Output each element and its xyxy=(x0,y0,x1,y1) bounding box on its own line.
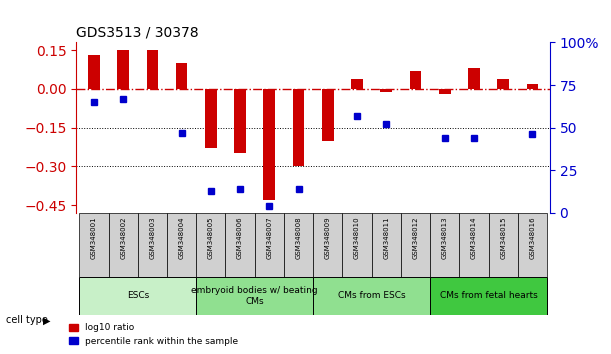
Text: CMs from ESCs: CMs from ESCs xyxy=(338,291,406,301)
FancyBboxPatch shape xyxy=(313,277,430,315)
Bar xyxy=(88,55,100,89)
Text: GSM348009: GSM348009 xyxy=(325,216,331,259)
Text: GSM348001: GSM348001 xyxy=(91,216,97,259)
FancyBboxPatch shape xyxy=(342,213,371,277)
Bar xyxy=(409,71,422,89)
Text: GSM348003: GSM348003 xyxy=(149,216,155,259)
FancyBboxPatch shape xyxy=(196,277,313,315)
FancyBboxPatch shape xyxy=(489,213,518,277)
Bar xyxy=(527,84,538,89)
Text: GSM348011: GSM348011 xyxy=(383,216,389,259)
Text: GSM348007: GSM348007 xyxy=(266,216,273,259)
FancyBboxPatch shape xyxy=(225,213,255,277)
Text: GSM348006: GSM348006 xyxy=(237,216,243,259)
Text: GSM348014: GSM348014 xyxy=(471,216,477,258)
Bar xyxy=(439,89,450,94)
Bar xyxy=(351,79,363,89)
Text: CMs from fetal hearts: CMs from fetal hearts xyxy=(440,291,538,301)
Text: embryoid bodies w/ beating
CMs: embryoid bodies w/ beating CMs xyxy=(191,286,318,306)
Bar xyxy=(147,50,158,89)
Text: GSM348016: GSM348016 xyxy=(529,216,535,259)
Text: GSM348012: GSM348012 xyxy=(412,216,419,258)
Bar xyxy=(381,89,392,92)
Text: GDS3513 / 30378: GDS3513 / 30378 xyxy=(76,26,199,40)
Text: GSM348008: GSM348008 xyxy=(296,216,301,259)
FancyBboxPatch shape xyxy=(79,213,109,277)
Bar xyxy=(176,63,188,89)
FancyBboxPatch shape xyxy=(284,213,313,277)
Bar xyxy=(234,89,246,154)
FancyBboxPatch shape xyxy=(137,213,167,277)
FancyBboxPatch shape xyxy=(109,213,137,277)
Bar xyxy=(263,89,275,200)
FancyBboxPatch shape xyxy=(518,213,547,277)
Legend: log10 ratio, percentile rank within the sample: log10 ratio, percentile rank within the … xyxy=(65,320,242,349)
Text: GSM348005: GSM348005 xyxy=(208,216,214,258)
Bar xyxy=(293,89,304,166)
FancyBboxPatch shape xyxy=(459,213,489,277)
FancyBboxPatch shape xyxy=(196,213,225,277)
Text: GSM348013: GSM348013 xyxy=(442,216,448,259)
Bar xyxy=(205,89,217,148)
FancyBboxPatch shape xyxy=(430,277,547,315)
Text: ESCs: ESCs xyxy=(126,291,149,301)
Text: GSM348004: GSM348004 xyxy=(178,216,185,258)
Bar xyxy=(117,50,129,89)
FancyBboxPatch shape xyxy=(371,213,401,277)
Text: GSM348002: GSM348002 xyxy=(120,216,126,258)
Text: cell type: cell type xyxy=(6,315,48,325)
Bar xyxy=(322,89,334,141)
FancyBboxPatch shape xyxy=(167,213,196,277)
FancyBboxPatch shape xyxy=(430,213,459,277)
FancyBboxPatch shape xyxy=(401,213,430,277)
FancyBboxPatch shape xyxy=(79,277,196,315)
Text: ▶: ▶ xyxy=(43,315,50,325)
Bar xyxy=(497,79,509,89)
Text: GSM348010: GSM348010 xyxy=(354,216,360,259)
Bar xyxy=(468,68,480,89)
FancyBboxPatch shape xyxy=(313,213,342,277)
Text: GSM348015: GSM348015 xyxy=(500,216,506,258)
FancyBboxPatch shape xyxy=(255,213,284,277)
